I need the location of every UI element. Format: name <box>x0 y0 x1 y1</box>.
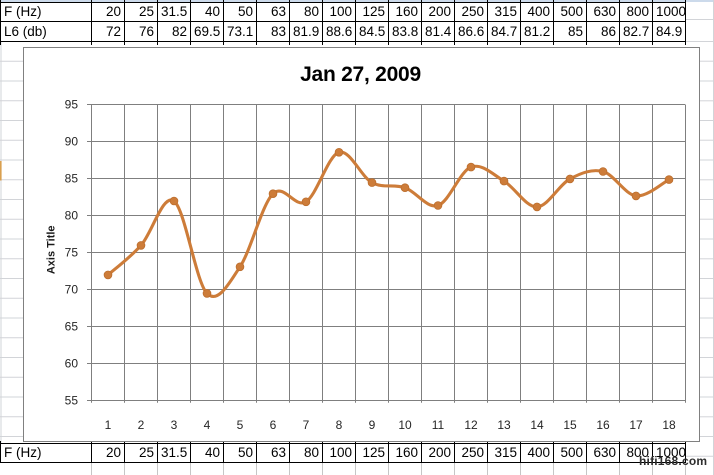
svg-text:13: 13 <box>497 418 511 432</box>
svg-text:6: 6 <box>270 418 277 432</box>
svg-text:90: 90 <box>65 135 79 149</box>
svg-text:16: 16 <box>596 418 610 432</box>
svg-text:14: 14 <box>530 418 544 432</box>
svg-text:8: 8 <box>336 418 343 432</box>
svg-text:4: 4 <box>204 418 211 432</box>
svg-text:17: 17 <box>629 418 643 432</box>
svg-text:65: 65 <box>65 320 79 334</box>
svg-text:85: 85 <box>65 172 79 186</box>
svg-text:12: 12 <box>464 418 478 432</box>
svg-text:9: 9 <box>369 418 376 432</box>
svg-text:70: 70 <box>65 283 79 297</box>
svg-text:18: 18 <box>662 418 676 432</box>
svg-text:95: 95 <box>65 98 79 112</box>
svg-text:55: 55 <box>65 394 79 408</box>
svg-text:80: 80 <box>65 209 79 223</box>
svg-text:Axis Title: Axis Title <box>46 225 58 274</box>
svg-text:75: 75 <box>65 246 79 260</box>
svg-text:11: 11 <box>432 418 445 432</box>
svg-text:2: 2 <box>138 418 145 432</box>
svg-text:1: 1 <box>105 418 112 432</box>
svg-text:3: 3 <box>171 418 178 432</box>
svg-text:10: 10 <box>398 418 412 432</box>
svg-text:7: 7 <box>303 418 310 432</box>
svg-text:5: 5 <box>237 418 244 432</box>
svg-text:15: 15 <box>563 418 577 432</box>
svg-text:Jan 27, 2009: Jan 27, 2009 <box>300 63 421 86</box>
svg-text:60: 60 <box>65 357 79 371</box>
